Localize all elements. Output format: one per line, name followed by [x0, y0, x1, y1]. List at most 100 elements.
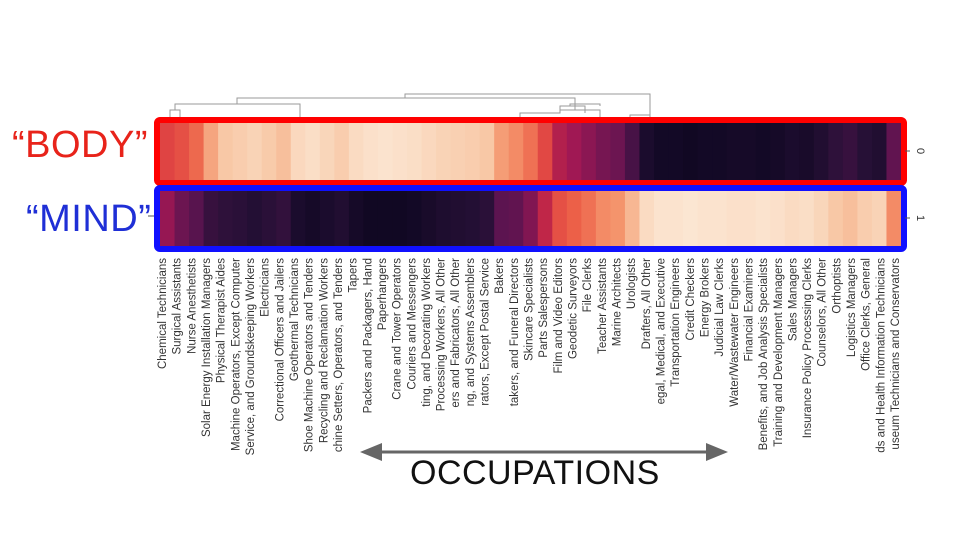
- heatmap-cell-body-50: [886, 123, 902, 180]
- heatmap-cell-mind-45: [813, 191, 829, 246]
- x-tick-label: Chemical Technicians: [157, 258, 169, 369]
- heatmap-cell-mind-4: [218, 191, 234, 246]
- heatmap-cell-body-44: [799, 123, 815, 180]
- x-tick-label: Crane and Tower Operators: [392, 258, 404, 400]
- heatmap-cell-body-26: [537, 123, 553, 180]
- x-tick-label: Tapers: [348, 258, 360, 293]
- heatmap-cell-body-27: [552, 123, 568, 180]
- heatmap-cell-body-34: [654, 123, 670, 180]
- x-tick-label: Skincare Specialists: [524, 258, 536, 361]
- heatmap-cell-body-11: [319, 123, 335, 180]
- x-tick-label: useum Technicians and Conservators: [890, 258, 902, 450]
- heatmap-cell-mind-10: [305, 191, 321, 246]
- heatmap-cell-body-1: [174, 123, 190, 180]
- heatmap-cell-body-42: [770, 123, 786, 180]
- heatmap-cell-mind-21: [465, 191, 481, 246]
- x-tick-label: File Clerks: [582, 258, 594, 313]
- x-tick-label: Bakers: [494, 258, 506, 294]
- x-tick-label: Surgical Assistants: [172, 258, 184, 355]
- heatmap-cell-body-39: [726, 123, 742, 180]
- heatmap-cell-body-32: [624, 123, 641, 180]
- heatmap-cell-body-17: [407, 123, 423, 180]
- heatmap-cell-mind-3: [203, 191, 219, 246]
- x-tick-label: Marine Architects: [611, 258, 623, 346]
- heatmap-cell-body-8: [276, 123, 292, 180]
- x-tick-label: Couriers and Messengers: [406, 258, 418, 390]
- row-tick-label: 1: [914, 215, 926, 221]
- x-tick-label: Machine Operators, Except Computer: [230, 258, 242, 451]
- x-tick-label: Insurance Policy Processing Clerks: [802, 258, 814, 438]
- x-tick-label: Nurse Anesthetists: [186, 258, 198, 354]
- heatmap-cell-mind-47: [842, 191, 859, 246]
- x-tick-label: Film and Video Editors: [553, 258, 565, 374]
- heatmap-cell-mind-5: [232, 191, 248, 246]
- body-row-highlight-box: [154, 117, 907, 186]
- heatmap-cell-mind-18: [421, 191, 437, 246]
- heatmap-cell-mind-0: [160, 191, 176, 246]
- column-axis: Chemical Technicians Surgical Assistants N…: [157, 258, 902, 456]
- x-tick-label: Geodetic Surveyors: [568, 258, 580, 359]
- heatmap-cell-body-29: [581, 123, 597, 180]
- x-tick-label: Packers and Packagers, Hand: [362, 258, 374, 413]
- heatmap-cell-body-47: [842, 123, 859, 180]
- x-tick-label: Transportation Engineers: [670, 258, 682, 387]
- heatmap-cell-body-49: [871, 123, 888, 180]
- heatmap-cell-body-31: [610, 123, 626, 180]
- heatmap-cell-mind-36: [683, 191, 699, 246]
- heatmap-cell-mind-41: [755, 191, 771, 246]
- heatmap-cell-mind-2: [189, 191, 205, 246]
- heatmap-cell-mind-39: [726, 191, 742, 246]
- heatmap-cell-body-20: [450, 123, 466, 180]
- heatmap-cell-mind-35: [668, 191, 684, 246]
- x-tick-label: Training and Development Managers: [773, 258, 785, 447]
- x-tick-label: Solar Energy Installation Managers: [201, 258, 213, 437]
- heatmap-cell-body-16: [392, 123, 408, 180]
- heatmap-cell-mind-8: [276, 191, 292, 246]
- x-tick-label: Recycling and Reclamation Workers: [318, 258, 330, 443]
- x-tick-label: ng, and Systems Assemblers: [465, 258, 477, 407]
- heatmap-cell-mind-43: [784, 191, 800, 246]
- heatmap-cell-mind-12: [334, 191, 350, 246]
- x-tick-label: Benefits, and Job Analysis Specialists: [758, 258, 770, 451]
- x-tick-label: ting, and Decorating Workers: [421, 258, 433, 407]
- heatmap-cell-mind-6: [247, 191, 263, 246]
- mind-row-title: “MIND”: [26, 198, 152, 240]
- x-tick-label: egal, Medical, and Executive: [655, 258, 667, 404]
- heatmap-cell-mind-14: [363, 191, 379, 246]
- heatmap-cell-body-36: [683, 123, 699, 180]
- x-tick-label: Shoe Machine Operators and Tenders: [304, 258, 316, 452]
- heatmap-cell-mind-7: [261, 191, 277, 246]
- x-tick-label: Electricians: [260, 258, 272, 317]
- x-tick-label: chine Setters, Operators, and Tenders: [333, 258, 345, 452]
- heatmap-cell-mind-33: [639, 191, 655, 246]
- x-tick-label: Office Clerks, General: [861, 258, 873, 371]
- heatmap-cell-body-35: [668, 123, 684, 180]
- x-tick-label: Judicial Law Clerks: [714, 258, 726, 357]
- heatmap-cell-body-3: [203, 123, 219, 180]
- x-tick-label: Credit Checkers: [685, 258, 697, 341]
- heatmap-cell-mind-32: [624, 191, 641, 246]
- heatmap-cell-body-19: [436, 123, 452, 180]
- x-tick-label: ds and Health Information Technicians: [875, 258, 887, 453]
- heatmap-cell-body-5: [232, 123, 248, 180]
- x-tick-label: ers and Fabricators, All Other: [450, 258, 462, 408]
- heatmap-cell-mind-38: [712, 191, 728, 246]
- double-arrow-icon: [360, 443, 728, 461]
- body-row-title: “BODY”: [12, 124, 148, 166]
- heatmap-cell-mind-28: [566, 191, 582, 246]
- x-tick-label: Water/Wastewater Engineers: [729, 258, 741, 407]
- heatmap-cell-body-22: [479, 123, 495, 180]
- heatmap-cell-mind-49: [871, 191, 888, 246]
- heatmap-cell-body-45: [813, 123, 829, 180]
- heatmap-cell-mind-1: [174, 191, 190, 246]
- heatmap-cell-body-13: [348, 123, 365, 180]
- heatmap-cell-mind-40: [741, 191, 757, 246]
- heatmap-row-body: [160, 123, 902, 180]
- heatmap-cell-body-30: [595, 123, 612, 180]
- heatmap-cell-mind-29: [581, 191, 597, 246]
- heatmap-cell-body-9: [290, 123, 306, 180]
- heatmap-cell-body-46: [828, 123, 844, 180]
- x-tick-label: Drafters, All Other: [641, 258, 653, 350]
- heatmap-cell-body-15: [377, 123, 394, 180]
